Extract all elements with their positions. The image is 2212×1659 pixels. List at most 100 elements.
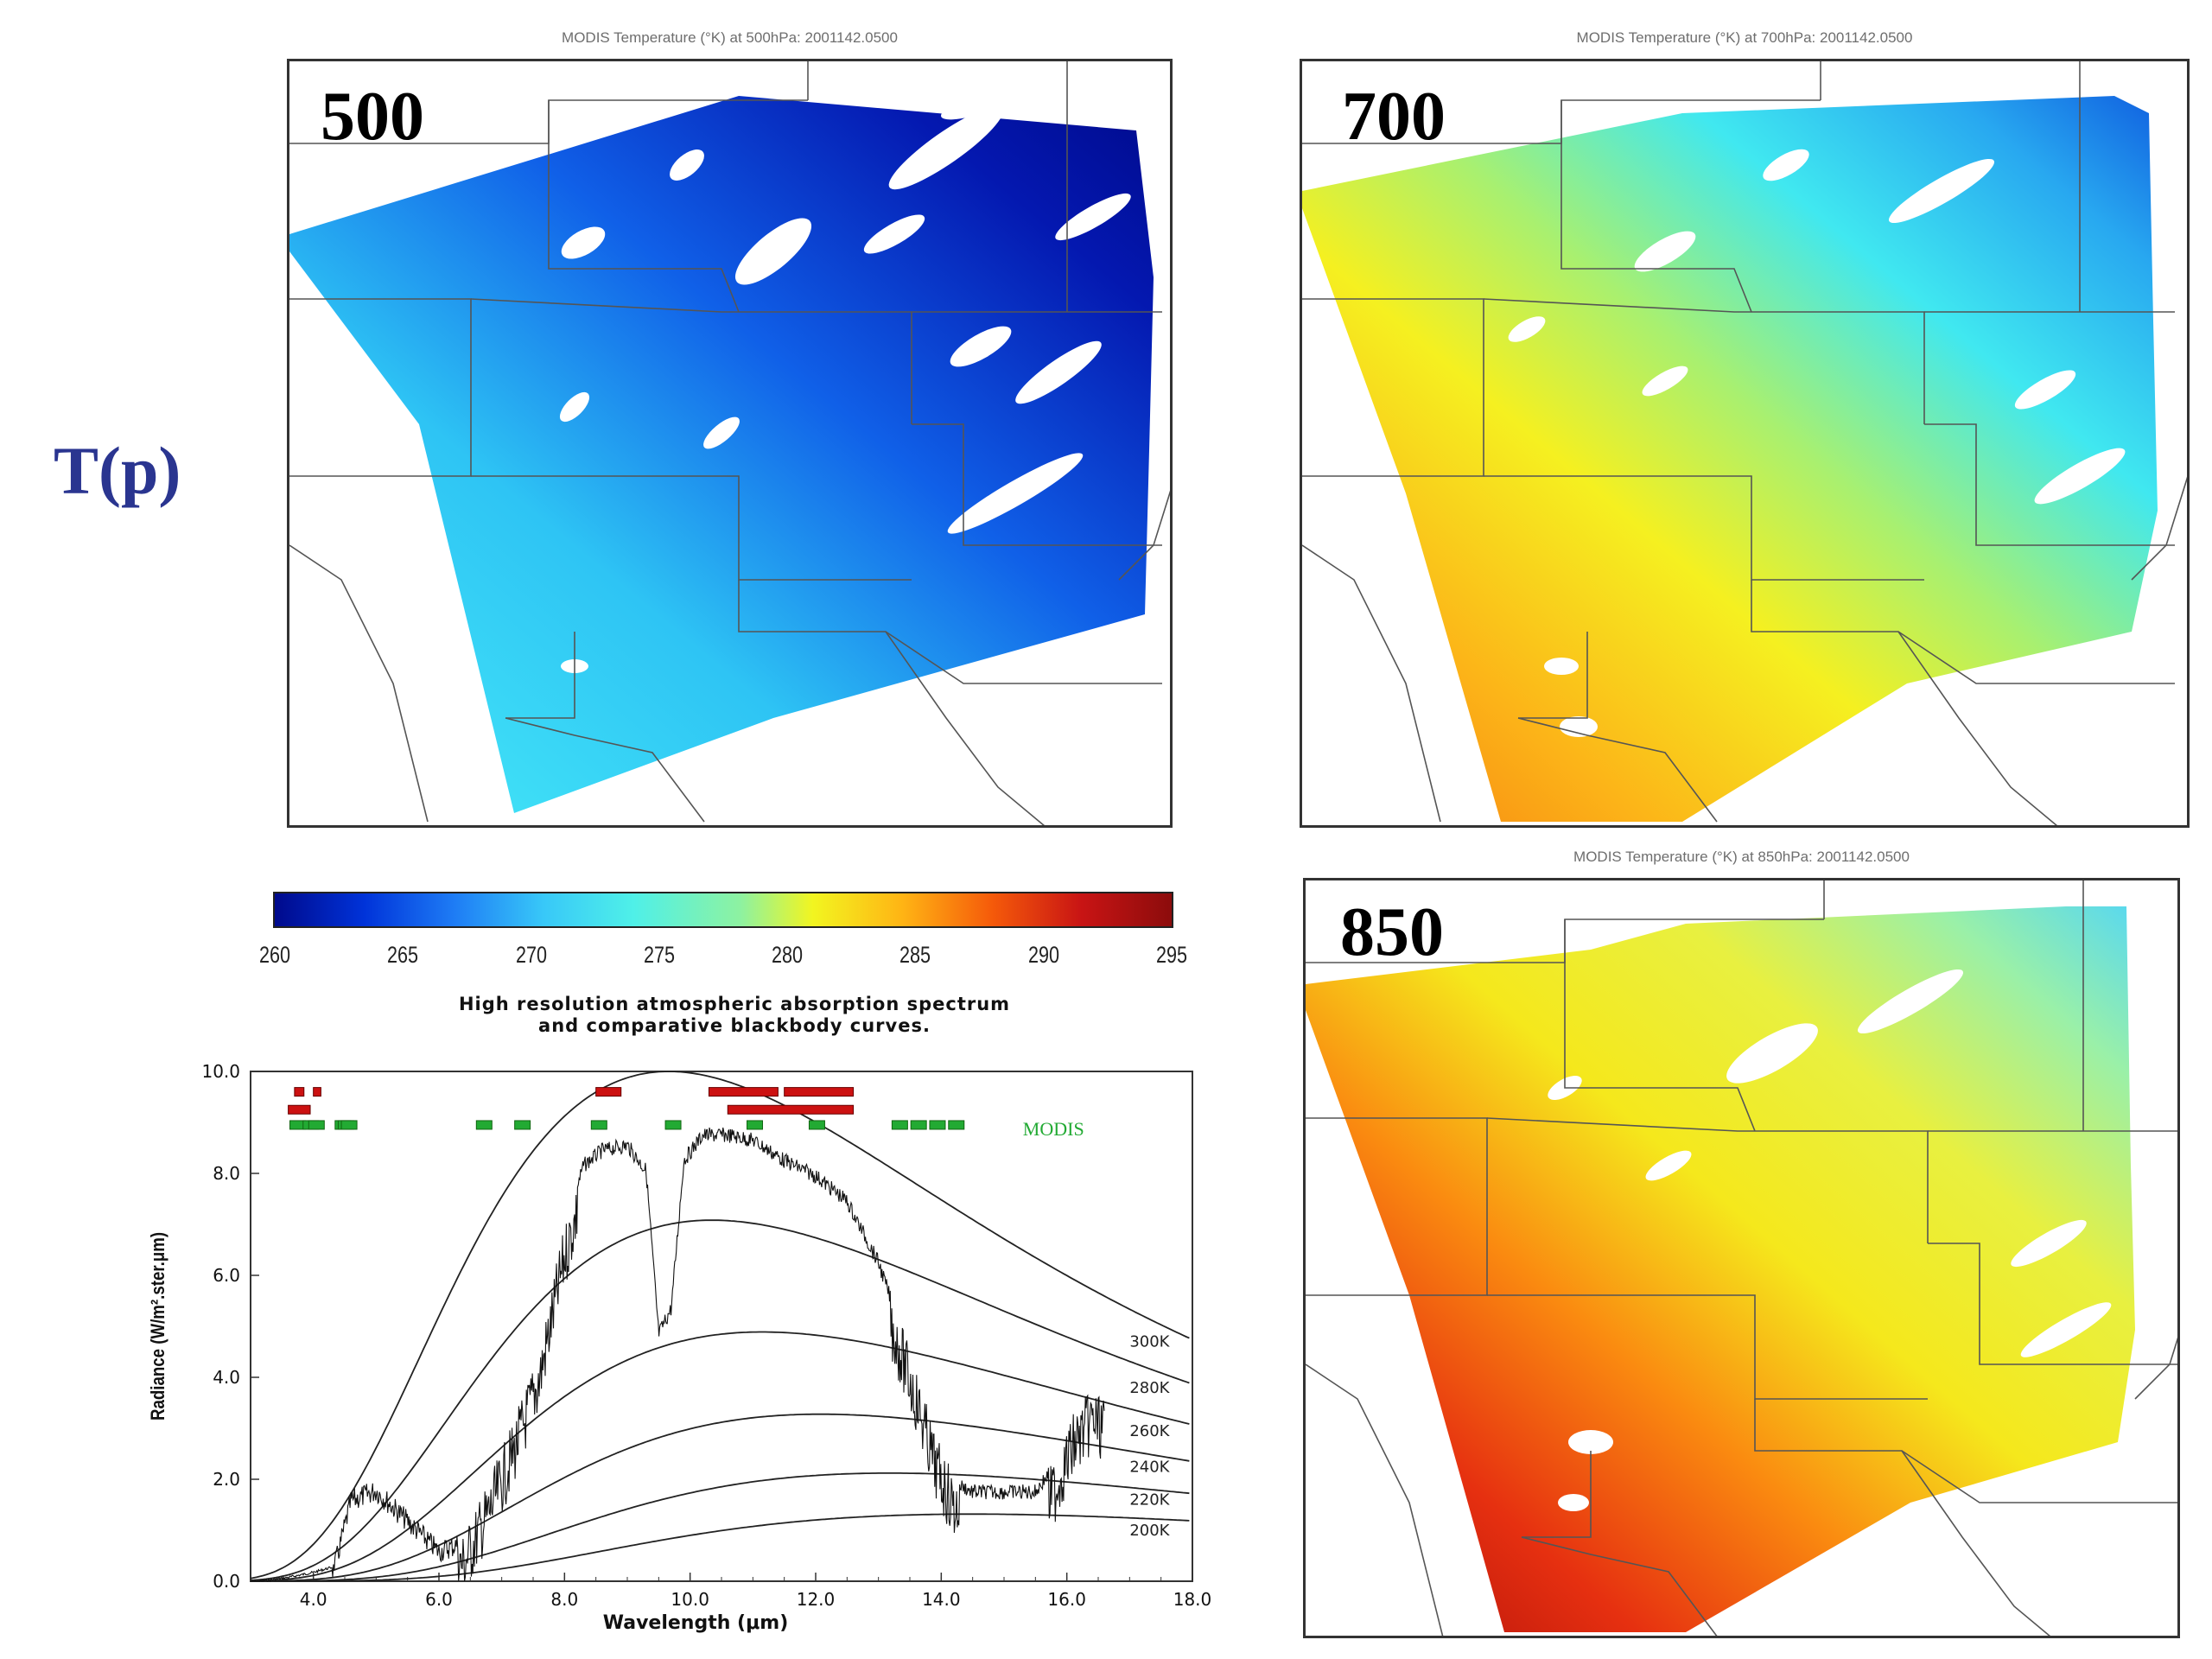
cloud-gap [1015, 340, 1102, 404]
blackbody-curve-300K [250, 1071, 1190, 1580]
cloud-gap [1560, 716, 1598, 737]
cloud-gap [2011, 1219, 2087, 1268]
cloud-gap [1544, 658, 1579, 675]
cloud-gap [941, 72, 1055, 120]
absorption-spectrum [251, 1127, 1105, 1583]
colorbar-tick-275: 275 [643, 942, 675, 968]
map-850-level-label: 850 [1340, 894, 1444, 970]
cloud-gap [950, 326, 1012, 367]
x-tick-label: 6.0 [425, 1589, 453, 1610]
modis-band-label: MODIS [1023, 1118, 1084, 1140]
colorbar-tick-280: 280 [772, 942, 804, 968]
modis-band-green [308, 1120, 325, 1130]
blackbody-label-300K: 300K [1129, 1333, 1170, 1351]
blackbody-curve-280K [250, 1219, 1190, 1581]
cloud-gap [1763, 149, 1809, 181]
y-tick-label: 8.0 [213, 1163, 240, 1184]
modis-band-red [727, 1104, 855, 1115]
colorbar-tick-290: 290 [1027, 942, 1059, 968]
spectrum-title-line1: High resolution atmospheric absorption s… [458, 994, 1011, 1014]
modis-band-red [313, 1087, 321, 1097]
x-axis-label: Wavelength (μm) [603, 1612, 789, 1634]
temperature-swath [289, 96, 1154, 813]
y-axis-label: Radiance (W/m².ster.μm) [149, 1232, 169, 1421]
cloud-gap [559, 391, 590, 423]
blackbody-curve-260K [250, 1331, 1190, 1582]
map-500-title: MODIS Temperature (°K) at 500hPa: 200114… [562, 29, 898, 46]
map-700-title: MODIS Temperature (°K) at 700hPa: 200114… [1576, 29, 1913, 46]
modis-band-green [808, 1120, 825, 1130]
cloud-gap [947, 453, 1084, 534]
y-tick-label: 4.0 [213, 1367, 240, 1388]
map-850-image [1306, 880, 2177, 1636]
map-700-image [1302, 61, 2187, 825]
x-tick-label: 4.0 [300, 1589, 327, 1610]
x-tick-label: 8.0 [550, 1589, 578, 1610]
cloud-gap [863, 214, 925, 254]
colorbar-tick-270: 270 [515, 942, 547, 968]
cloud-gap [1645, 1150, 1692, 1181]
cloud-gap [670, 149, 704, 181]
modis-band-green [929, 1120, 946, 1130]
state-boundaries [289, 61, 1170, 825]
map-850-panel: 850 [1303, 878, 2180, 1638]
tp-label: T(p) [54, 433, 181, 508]
x-tick-label: 12.0 [797, 1589, 836, 1610]
colorbar-tick-295: 295 [1155, 942, 1188, 968]
blackbody-label-220K: 220K [1129, 1491, 1170, 1510]
modis-band-green [664, 1120, 682, 1130]
modis-band-green [747, 1120, 764, 1130]
state-boundaries [1306, 880, 2177, 1636]
spectrum-title-line2: and comparative blackbody curves. [538, 1015, 931, 1036]
map-500-image [289, 61, 1170, 825]
colorbar-tick-260: 260 [258, 942, 291, 968]
modis-band-red [708, 1087, 779, 1097]
cloud-gap [734, 218, 812, 285]
modis-band-green [475, 1120, 493, 1130]
cloud-gap [703, 416, 740, 449]
map-850-title: MODIS Temperature (°K) at 850hPa: 200114… [1573, 849, 1910, 865]
y-tick-label: 6.0 [213, 1265, 240, 1286]
cloud-gap [888, 105, 1004, 190]
map-500-level-label: 500 [321, 79, 424, 155]
modis-band-green [891, 1120, 908, 1130]
x-tick-label: 18.0 [1173, 1589, 1212, 1610]
blackbody-curve-200K [251, 1513, 1190, 1582]
modis-band-red [288, 1104, 311, 1115]
cloud-gap [2020, 1302, 2112, 1357]
cloud-gap [2014, 370, 2076, 410]
y-tick-label: 2.0 [213, 1469, 240, 1490]
cloud-gap [1634, 231, 1696, 272]
temperature-swath [1302, 96, 2158, 822]
blackbody-curve-240K [251, 1413, 1190, 1582]
blackbody-label-200K: 200K [1129, 1522, 1170, 1540]
modis-band-green [910, 1120, 927, 1130]
map-700-level-label: 700 [1342, 79, 1446, 155]
modis-band-green [948, 1120, 965, 1130]
x-tick-label: 14.0 [922, 1589, 961, 1610]
cloud-gap [1558, 1494, 1589, 1511]
cloud-gap [1857, 969, 1964, 1034]
blackbody-curve-220K [251, 1471, 1190, 1582]
cloud-gap [1055, 193, 1131, 241]
cloud-gap [1508, 316, 1546, 342]
state-boundaries [1302, 61, 2187, 825]
colorbar-tick-265: 265 [387, 942, 419, 968]
cloud-gap [1568, 1430, 1613, 1454]
x-tick-label: 10.0 [671, 1589, 709, 1610]
map-500-panel: 500 [287, 59, 1173, 828]
modis-band-red [784, 1087, 855, 1097]
cloud-gap [1726, 1023, 1818, 1084]
modis-band-green [590, 1120, 607, 1130]
modis-band-red [595, 1087, 622, 1097]
modis-band-red [294, 1087, 305, 1097]
modis-band-green [340, 1120, 358, 1130]
blackbody-label-240K: 240K [1129, 1458, 1170, 1476]
modis-band-green [514, 1120, 531, 1130]
cloud-gap [2034, 448, 2126, 505]
spectrum-chart: 4.0 6.0 8.0 10.0 12.0 14.0 16.0 18.0 0.0 2.0 4.0 6.… [149, 1061, 1212, 1634]
cloud-gap [561, 226, 606, 259]
temperature-colorbar [273, 892, 1173, 928]
cloud-gap [1888, 158, 1995, 224]
colorbar-tick-285: 285 [899, 942, 931, 968]
